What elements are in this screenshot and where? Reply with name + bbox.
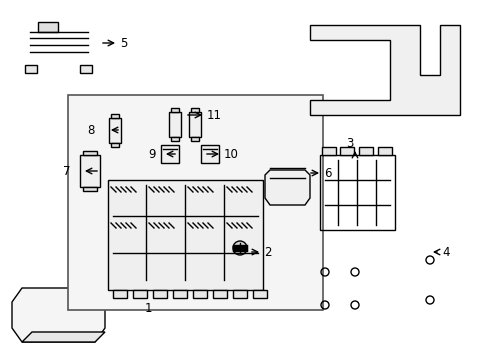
- Bar: [109, 118, 121, 143]
- Bar: [113, 290, 127, 298]
- Polygon shape: [12, 288, 105, 342]
- Bar: [169, 112, 181, 137]
- Bar: [339, 147, 353, 155]
- Text: 3: 3: [346, 136, 353, 149]
- Bar: [173, 290, 186, 298]
- Bar: [319, 155, 394, 230]
- Bar: [191, 108, 199, 112]
- Bar: [38, 22, 58, 32]
- Bar: [83, 187, 97, 191]
- Bar: [193, 290, 206, 298]
- Polygon shape: [22, 332, 105, 342]
- Polygon shape: [264, 170, 309, 205]
- Polygon shape: [309, 25, 459, 115]
- Bar: [189, 112, 201, 137]
- Bar: [191, 137, 199, 141]
- Bar: [232, 290, 246, 298]
- Bar: [80, 65, 92, 73]
- Text: 1: 1: [144, 302, 151, 315]
- Bar: [111, 143, 119, 147]
- Bar: [161, 145, 179, 163]
- Bar: [171, 108, 179, 112]
- Text: 4: 4: [441, 246, 448, 258]
- Text: 6: 6: [324, 166, 331, 180]
- Bar: [108, 180, 263, 290]
- Bar: [171, 137, 179, 141]
- Text: 7: 7: [62, 165, 70, 177]
- Text: 9: 9: [148, 148, 155, 161]
- Text: 2: 2: [264, 246, 271, 258]
- Bar: [252, 290, 266, 298]
- Bar: [111, 114, 119, 118]
- Bar: [153, 290, 167, 298]
- Bar: [201, 145, 219, 163]
- Bar: [80, 155, 100, 187]
- Bar: [25, 65, 37, 73]
- Text: 8: 8: [87, 123, 94, 136]
- Bar: [133, 290, 147, 298]
- Text: 11: 11: [206, 108, 222, 122]
- Bar: [358, 147, 372, 155]
- Bar: [83, 151, 97, 155]
- Circle shape: [232, 241, 246, 255]
- Text: 5: 5: [120, 36, 127, 50]
- Bar: [321, 147, 335, 155]
- Bar: [68, 95, 323, 310]
- Text: 10: 10: [224, 148, 238, 161]
- Bar: [377, 147, 391, 155]
- Bar: [213, 290, 226, 298]
